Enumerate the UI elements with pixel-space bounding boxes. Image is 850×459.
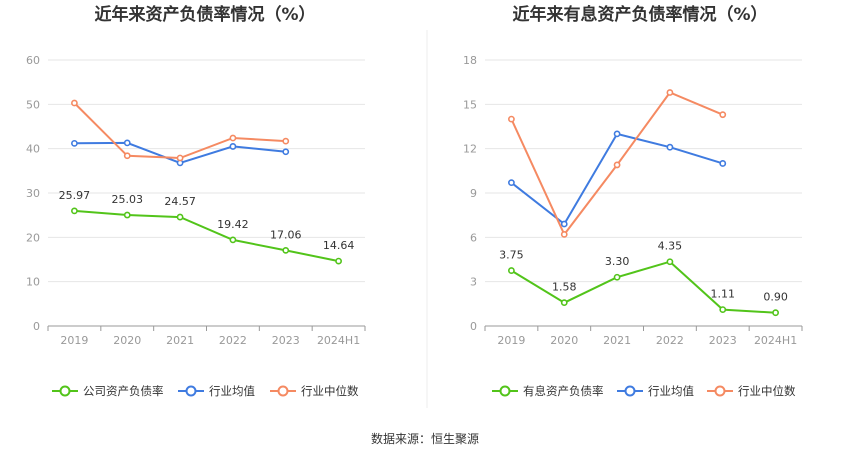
y-tick-label: 15 [463,98,477,111]
x-tick-label: 2024H1 [317,334,360,347]
data-point-company [123,211,131,219]
data-label: 17.06 [270,228,302,241]
data-point-median [176,154,184,162]
series-line-avg [510,132,724,226]
data-point-company [613,273,621,281]
data-point-company [772,309,779,317]
x-tick-label: 2019 [60,334,88,347]
data-point-avg [719,160,727,167]
data-point-company [666,258,674,266]
data-point-avg [666,143,674,151]
legend-swatch-marker-avg [185,385,197,397]
data-point-company [282,246,290,254]
data-label: 24.57 [164,195,196,208]
data-point-median [560,230,568,238]
y-tick-label: 10 [26,276,40,289]
data-point-company [335,257,342,265]
data-point-avg [282,148,290,156]
y-tick-label: 18 [463,54,477,67]
x-tick-label: 2020 [113,334,141,347]
y-tick-label: 6 [470,231,477,244]
chart-title: 近年来资产负债率情况（%） [94,4,315,25]
data-point-company [176,213,184,221]
legend-swatch-marker-median [714,385,726,397]
legend-swatch-marker-company [499,385,511,397]
legend-label-company: 有息资产负债率 [523,384,604,398]
data-point-company [71,207,78,215]
x-tick-label: 2022 [656,334,684,347]
data-point-avg [508,179,515,187]
x-tick-label: 2023 [709,334,737,347]
x-tick-label: 2022 [219,334,247,347]
data-label: 3.75 [499,249,524,262]
data-point-avg [613,130,621,138]
x-tick-label: 2021 [603,334,631,347]
data-point-company [229,236,237,244]
data-label: 4.35 [658,240,683,253]
y-tick-label: 0 [470,320,477,333]
data-label: 1.11 [711,288,736,301]
data-label: 19.42 [217,218,249,231]
data-point-median [719,111,727,119]
y-tick-label: 60 [26,54,40,67]
legend-label-median: 行业中位数 [301,384,359,398]
series-line-median [73,102,286,160]
data-source: 数据来源：恒生聚源 [371,431,479,446]
y-tick-label: 50 [26,98,40,111]
y-tick-label: 40 [26,143,40,156]
x-tick-label: 2020 [550,334,578,347]
data-point-avg [71,139,78,147]
data-point-median [282,137,290,145]
data-point-avg [560,220,568,228]
legend-label-avg: 行业均值 [209,384,255,398]
data-label: 1.58 [552,281,577,294]
data-point-company [508,267,515,274]
data-label: 14.64 [323,239,355,252]
interest-debt-ratio-chart: 近年来有息资产负债率情况（%） 0 3 6 9 12 15 18 2019 2020 2021 202… [463,4,803,398]
chart-title: 近年来有息资产负债率情况（%） [512,4,767,25]
y-tick-label: 0 [33,320,40,333]
series-line-company [74,209,339,263]
y-tick-label: 30 [26,187,40,200]
x-tick-label: 2023 [272,334,300,347]
data-point-median [71,99,78,107]
legend-label-median: 行业中位数 [738,384,796,398]
data-point-avg [229,143,237,150]
data-point-company [560,299,568,307]
data-label: 25.03 [112,193,144,206]
legend-label-company: 公司资产负债率 [83,384,164,398]
data-label: 3.30 [605,255,630,268]
legend-label-avg: 行业均值 [648,384,694,398]
data-label: 25.97 [59,189,91,202]
legend-swatch-marker-avg [624,385,636,397]
data-label: 0.90 [763,291,788,304]
data-point-median [229,134,237,142]
legend-swatch-marker-median [277,385,289,397]
data-point-median [613,161,621,169]
y-tick-label: 12 [463,143,477,156]
data-point-avg [123,139,131,147]
data-point-company [719,306,727,313]
x-tick-label: 2024H1 [754,334,797,347]
debt-ratio-chart: 近年来资产负债率情况（%） 0 10 20 30 40 50 60 2019 2020 2021 20… [26,4,366,398]
data-point-median [123,152,131,160]
series-line-company [510,260,776,314]
y-tick-label: 9 [470,187,477,200]
data-point-median [666,89,674,96]
legend-swatch-marker-company [59,385,71,397]
x-tick-label: 2021 [166,334,194,347]
data-point-median [508,115,515,123]
x-tick-label: 2019 [497,334,525,347]
y-tick-label: 3 [470,276,477,289]
y-tick-label: 20 [26,231,40,244]
